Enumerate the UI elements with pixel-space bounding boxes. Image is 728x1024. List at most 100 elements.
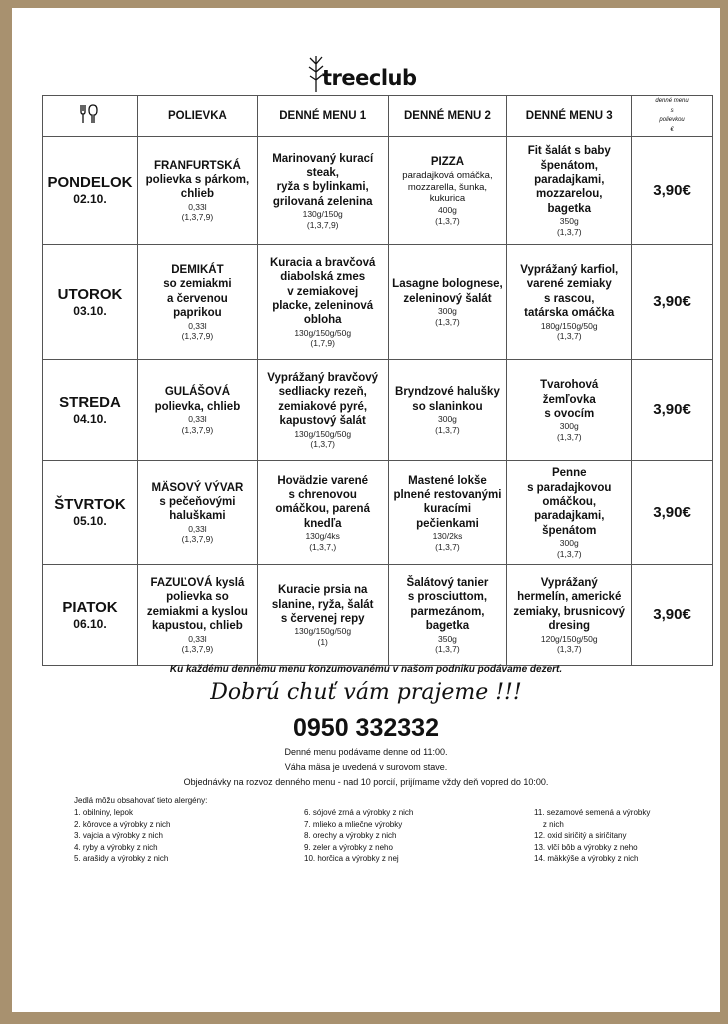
menu3-cell: Penne s paradajkovou omáčkou, paradajkami, š… [506,460,633,566]
portion: 0,33l [188,320,207,331]
table-row: PONDELOK 02.10. FRANFURTSKÁ polievka s párk… [42,136,713,246]
allergen-codes: (1,3,7,9) [181,424,214,435]
allergen-codes: (1,3,7) [556,644,582,655]
column-header-menu2: DENNÉ MENU 2 [387,94,508,138]
day-cell: PIATOK 06.10. [42,564,138,667]
allergen-codes: (1,3,7) [435,316,460,327]
portion: 0,33l [188,414,207,425]
price-cell: 3,90€ [631,564,713,667]
column-header-menu3: DENNÉ MENU 3 [506,94,633,138]
allergen-codes: (1,3,7,9) [181,212,214,223]
portion: 350g [559,216,579,227]
allergen-column: 1. obilniny, lepok 2. kôrovce a výrobky z… [74,807,170,865]
table-row: PIATOK 06.10. FAZUĽOVÁ kyslá polievka so zem… [42,564,713,667]
soup-cell: FAZUĽOVÁ kyslá polievka so zemiakmi a kysl… [136,564,258,667]
menu3-cell: Fit šalát s baby špenátom, paradajkami, moz… [506,136,633,246]
column-header-menu1: DENNÉ MENU 1 [256,94,389,138]
allergen-codes: (1,3,7,9) [181,644,214,655]
allergen-item: 9. zeler a výrobky z neho [304,842,393,852]
allergen-codes: (1,3,7) [310,439,335,450]
menu3-cell: Vyprážaný hermelín, americké zemiaky, brus… [506,564,633,667]
allergen-item: 3. vajcia a výrobky z nich [74,831,163,840]
allergen-item: 1. obilniny, lepok [74,808,133,817]
portion: 300g [559,538,579,549]
portion: 350g [437,633,457,644]
portion: 130g/150g/50g [294,626,352,637]
table-row: UTOROK 03.10. DEMIKÁT so zemiakmi a červenou… [42,244,713,361]
info-line: Váha mäsa je uvedená v surovom stave. [284,762,448,772]
menu-table: POLIEVKA DENNÉ MENU 1 DENNÉ MENU 2 DENNÉ… [42,94,713,667]
day-cell: PONDELOK 02.10. [42,136,138,246]
allergen-item: 2. kôrovce a výrobky z nich [74,819,171,829]
greeting: Dobrú chuť vám prajeme !!! [210,680,522,705]
menu-sheet: treeclub POLIEVKA DENNÉ MENU 1 DENNÉ MEN… [12,8,720,1012]
menu1-cell: Vyprážaný bravčový sedliacky rezeň, zemiak… [256,359,389,462]
allergen-codes: (1,3,7,9) [181,534,214,545]
dessert-note: Ku každému dennému menu konzumovanému v … [169,664,563,675]
soup-cell: GULÁŠOVÁ polievka, chlieb 0,33l (1,3,7,9) [136,359,258,462]
portion: 130g/150g [302,209,343,219]
menu3-cell: Tvarohová žemľovka s ovocím 300g (1,3,7) [506,359,633,462]
portion: 400g [437,205,457,216]
info-line: Objednávky na rozvoz denného menu - nad … [183,777,549,787]
allergen-item: 10. horčica a výrobky z nej [304,854,399,863]
portion: 0,33l [188,201,207,212]
allergen-item: 12. oxid siričitý a siričitany [534,831,627,840]
menu1-cell: Hovädzie varené s chrenovou omáčkou, paren… [256,460,389,566]
price-cell: 3,90€ [631,244,713,361]
allergen-codes: (1,3,7) [435,644,460,655]
menu1-cell: Marinovaný kurací steak, ryža s bylinkami,… [256,136,389,246]
allergen-item: 13. vlčí bôb a výrobky z neho [534,842,638,852]
menu1-cell: Kuracie prsia na slanine, ryža, šalát s če… [256,564,389,667]
allergen-codes: (1,3,7) [556,331,582,342]
allergen-item: 14. mäkkýše a výrobky z nich [534,854,639,863]
menu2-cell: Lasagne bolognese, zeleninový šalát 300g (1… [387,244,508,361]
price-cell: 3,90€ [631,460,713,566]
allergen-item: 6. sójové zrná a výrobky z nich [304,808,414,817]
allergen-codes: (1,3,7,9) [181,331,214,342]
menu2-cell: PIZZA paradajková omáčka, mozzarella, šunk… [387,136,508,246]
portion: 130/2ks [432,531,463,541]
allergen-codes: (1) [317,636,328,647]
allergen-codes: (1,3,7) [435,424,460,435]
menu2-cell: Mastené lokše plnené restovanými kuracími p… [387,460,508,566]
column-header-price: denné menu s polievkou € [631,94,713,138]
portion: 180g/150g/50g [540,320,598,331]
info-line: Denné menu podávame denne od 11:00. [284,747,448,757]
soup-cell: FRANFURTSKÁ polievka s párkom, chlieb 0,33l… [136,136,258,246]
price-cell: 3,90€ [631,136,713,246]
menu3-cell: Vyprážaný karfiol, varené zemiaky s rascou… [506,244,633,361]
allergen-codes: (1,7,9) [310,338,335,349]
menu2-cell: Šalátový tanier s prosciuttom, parmezánom,… [387,564,508,667]
allergen-item: 4. ryby a výrobky z nich [74,842,158,852]
soup-cell: MÄSOVÝ VÝVAR s pečeňovými haluškami 0,33l (1… [136,460,258,566]
allergen-codes: (1,3,7) [435,541,460,552]
soup-cell: DEMIKÁT so zemiakmi a červenou paprikou 0,33… [136,244,258,361]
allergen-codes: (1,3,7) [556,226,582,237]
portion: 0,33l [188,523,207,534]
portion: 0,33l [188,633,207,644]
logo-text: treeclub [322,66,417,90]
table-row: STREDA 04.10. GULÁŠOVÁ polievka, chlieb 0,33… [42,359,713,462]
price-cell: 3,90€ [631,359,713,462]
allergen-codes: (1,3,7,) [309,541,337,552]
allergen-item: 7. mlieko a mliečne výrobky [304,819,403,829]
treeclub-logo: treeclub [306,52,436,94]
portion: 120g/150g/50g [540,633,598,644]
allergen-codes: (1,3,7,9) [306,219,339,230]
column-header-soup: POLIEVKA [136,94,258,138]
day-cell: UTOROK 03.10. [42,244,138,361]
day-cell: ŠTVRTOK 05.10. [42,460,138,566]
allergen-codes: (1,3,7) [556,431,582,442]
allergen-codes: (1,3,7) [435,215,460,226]
portion: 130g/150g/50g [294,428,352,439]
allergen-column: 11. sezamové semená a výrobky z nich 12. … [534,807,650,865]
menu1-cell: Kuracia a bravčová diabolská zmes v zemiak… [256,244,389,361]
portion: 300g [559,421,579,432]
table-row: ŠTVRTOK 05.10. MÄSOVÝ VÝVAR s pečeňovými hal… [42,460,713,566]
allergen-column: 6. sójové zrná a výrobky z nich 7. mlieko… [304,807,413,865]
portion: 130g/150g/50g [294,327,352,338]
portion: 130g/4ks [305,531,340,541]
allergens-heading: Jedlá môžu obsahovať tieto alergény: [74,796,208,805]
cutlery-icon [42,94,138,138]
